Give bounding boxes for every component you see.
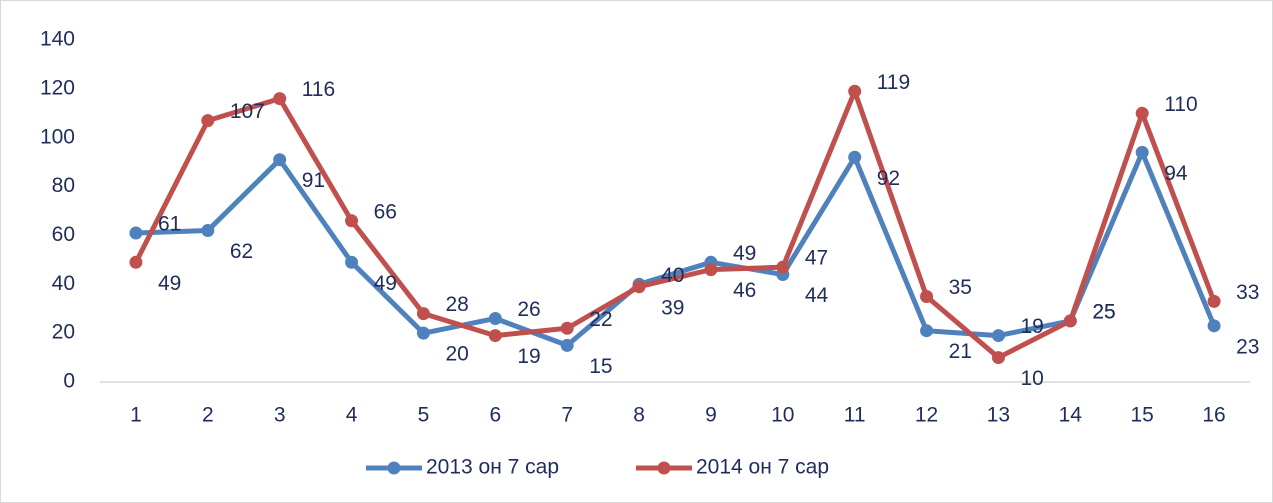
point (560, 338, 574, 352)
y-tick-label: 140 (40, 28, 75, 51)
y-tick-label: 20 (52, 321, 75, 344)
point (1135, 145, 1149, 159)
x-tick-label: 6 (489, 404, 501, 427)
data-label: 10 (1020, 367, 1043, 390)
point (848, 84, 862, 98)
data-label: 26 (517, 298, 540, 321)
point (704, 263, 718, 277)
data-label: 61 (158, 213, 181, 236)
data-label: 91 (302, 169, 325, 192)
point (488, 311, 502, 325)
x-tick-label: 13 (987, 404, 1010, 427)
y-tick-label: 120 (40, 76, 75, 99)
data-label: 22 (589, 308, 612, 331)
x-tick-label: 12 (915, 404, 938, 427)
data-label: 20 (445, 343, 468, 366)
y-tick-label: 40 (52, 272, 75, 295)
data-label: 25 (1092, 300, 1115, 323)
data-label: 46 (733, 279, 756, 302)
point (920, 324, 934, 338)
data-label: 49 (374, 272, 397, 295)
x-tick-label: 1 (130, 404, 142, 427)
data-label: 23 (1236, 335, 1259, 358)
point (129, 226, 143, 240)
point (416, 326, 430, 340)
point (273, 153, 287, 167)
data-label: 44 (805, 284, 829, 307)
x-tick-label: 7 (561, 404, 573, 427)
x-tick-label: 15 (1131, 404, 1154, 427)
legend-label: 2014 он 7 сар (696, 456, 829, 479)
data-label: 21 (949, 340, 972, 363)
data-label: 40 (661, 264, 684, 287)
x-tick-label: 8 (633, 404, 645, 427)
point (201, 114, 215, 128)
series-line (135, 149, 1217, 348)
series-line (133, 88, 1217, 361)
point (1135, 106, 1149, 120)
legend-label: 2013 он 7 сар (426, 456, 559, 479)
data-label: 107 (230, 100, 265, 123)
x-tick-label: 11 (844, 404, 866, 427)
point (201, 224, 215, 238)
data-label: 33 (1236, 281, 1259, 304)
x-tick-label: 14 (1059, 404, 1083, 427)
data-label: 110 (1164, 93, 1197, 116)
point (991, 329, 1005, 343)
data-label: 49 (733, 242, 756, 265)
data-label: 39 (661, 296, 684, 319)
data-label: 92 (877, 167, 900, 190)
data-label: 28 (445, 293, 468, 316)
data-label: 35 (949, 276, 972, 299)
point (345, 255, 359, 269)
x-tick-label: 16 (1202, 404, 1225, 427)
legend-marker (387, 461, 401, 475)
data-label: 119 (877, 71, 910, 94)
legend-marker (657, 461, 671, 475)
data-label: 25 (1092, 300, 1115, 323)
data-label: 116 (302, 78, 335, 101)
x-tick-label: 2 (202, 404, 214, 427)
data-label: 47 (805, 247, 828, 270)
point (416, 307, 430, 321)
point (848, 150, 862, 164)
x-tick-label: 9 (705, 404, 717, 427)
point (991, 351, 1005, 365)
x-tick-label: 5 (418, 404, 430, 427)
data-label: 19 (1020, 315, 1043, 338)
point (1063, 314, 1077, 328)
point (129, 255, 143, 269)
point (273, 92, 287, 106)
point (920, 290, 934, 303)
point (1207, 294, 1221, 308)
y-tick-label: 60 (52, 223, 75, 246)
y-tick-label: 80 (52, 174, 75, 197)
data-label: 49 (158, 272, 181, 295)
data-label: 19 (517, 345, 540, 368)
x-tick-label: 10 (771, 404, 794, 427)
point (560, 321, 574, 335)
point (632, 280, 646, 294)
point (345, 214, 359, 228)
x-tick-label: 3 (274, 404, 286, 427)
point (1207, 319, 1221, 333)
y-tick-label: 100 (40, 125, 75, 148)
data-label: 66 (374, 200, 397, 223)
y-tick-label: 0 (63, 370, 75, 393)
data-label: 15 (589, 355, 612, 378)
data-label: 62 (230, 240, 253, 263)
data-label: 94 (1164, 162, 1188, 185)
point (776, 260, 790, 274)
point (488, 329, 502, 343)
x-tick-label: 4 (346, 404, 358, 427)
